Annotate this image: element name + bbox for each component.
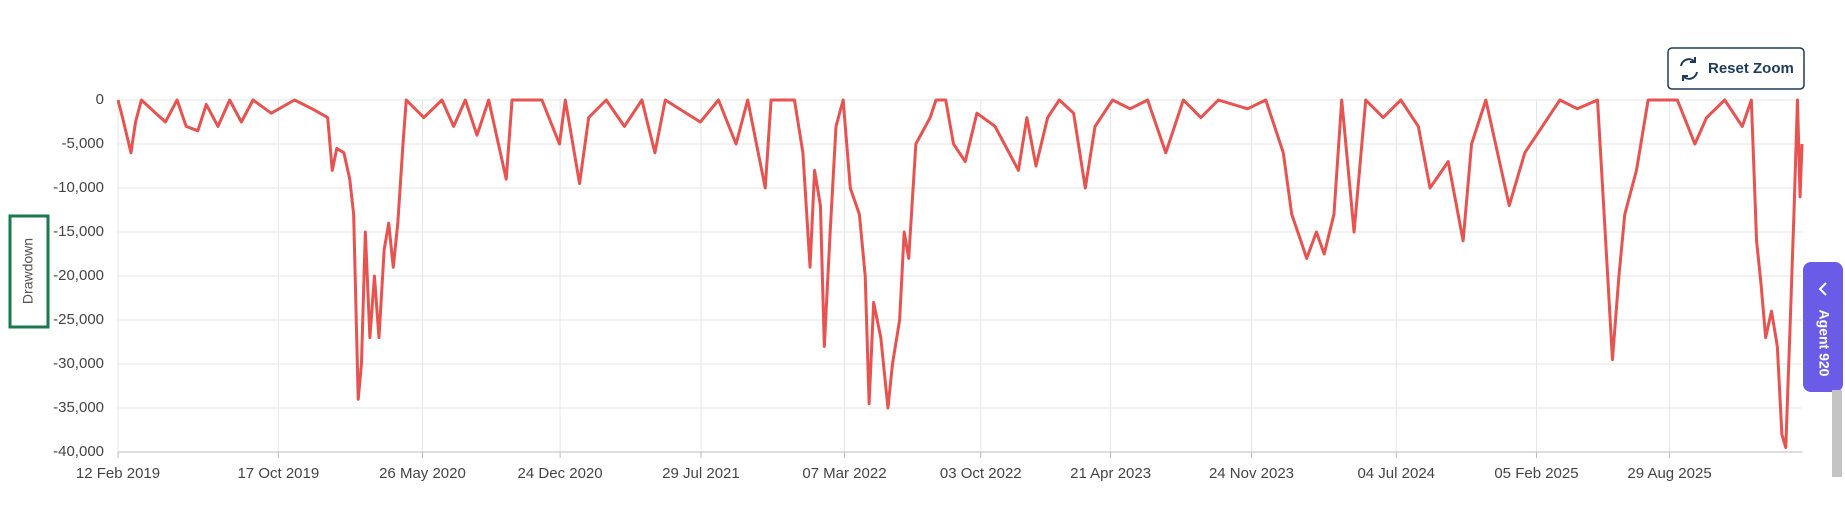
- agent-tab-label[interactable]: Agent 920: [1816, 310, 1832, 377]
- x-tick-label: 04 Jul 2024: [1357, 465, 1435, 482]
- x-tick-label: 12 Feb 2019: [76, 465, 160, 482]
- x-tick-label: 03 Oct 2022: [940, 465, 1022, 482]
- chevron: [1818, 282, 1827, 296]
- x-tick-label: 17 Oct 2019: [237, 465, 319, 482]
- y-tick-label: -10,000: [53, 179, 104, 196]
- x-tick-label: 29 Aug 2025: [1627, 465, 1711, 482]
- y-tick-label: -40,000: [53, 443, 104, 460]
- y-tick-label: -20,000: [53, 267, 104, 284]
- y-tick-label: 0: [96, 91, 104, 108]
- y-axis-title: Drawdown: [20, 238, 36, 304]
- x-tick-label: 24 Dec 2020: [518, 465, 603, 482]
- button-frame[interactable]: [1667, 47, 1805, 90]
- y-tick-label: -35,000: [53, 399, 104, 416]
- refresh-icon: [1680, 57, 1698, 81]
- ylabel-box: [8, 214, 50, 329]
- x-tick-label: 26 May 2020: [379, 465, 466, 482]
- y-tick-label: -15,000: [53, 223, 104, 240]
- x-tick-label: 24 Nov 2023: [1209, 465, 1294, 482]
- x-tick-label: 29 Jul 2021: [662, 465, 740, 482]
- y-tick-label: -25,000: [53, 311, 104, 328]
- scrollbar[interactable]: [1832, 390, 1842, 477]
- agent-tab[interactable]: Agent 920: [1803, 262, 1843, 392]
- agent-tab-bg[interactable]: [1803, 262, 1843, 392]
- y-tick-label: -30,000: [53, 355, 104, 372]
- data-line: [116, 98, 1804, 450]
- button-label[interactable]: Reset Zoom: [1708, 60, 1794, 77]
- y-tick-label: -5,000: [61, 135, 104, 152]
- reset-zoom-button[interactable]: Reset Zoom: [1667, 47, 1805, 90]
- x-tick-label: 05 Feb 2025: [1494, 465, 1578, 482]
- plot: 0 -5,000 -10,000 -15,000 -20,000 -25,000 -30,0…: [53, 91, 1804, 482]
- x-tick-label: 07 Mar 2022: [802, 465, 886, 482]
- x-tick-label: 21 Apr 2023: [1070, 465, 1151, 482]
